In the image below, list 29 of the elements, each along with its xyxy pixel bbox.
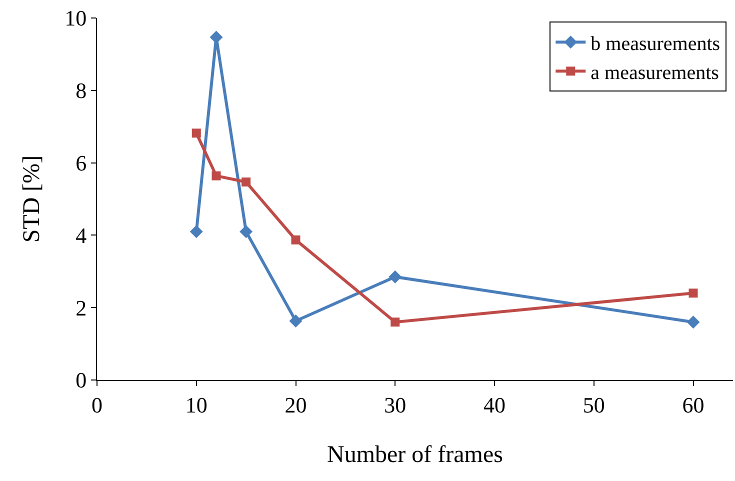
point [210, 30, 223, 44]
point [688, 288, 698, 298]
legend-label: a measurements [590, 62, 720, 84]
x-tick-label: 20 [284, 392, 307, 418]
x-tick-label: 60 [682, 392, 704, 418]
point [289, 314, 302, 328]
point [291, 235, 300, 244]
point [390, 318, 400, 327]
point [190, 225, 203, 238]
y-tick-label: 0 [76, 368, 87, 393]
point [212, 171, 221, 180]
y-tick-label: 6 [76, 150, 87, 176]
x-tick-label: 30 [384, 392, 406, 418]
y-tick-label: 2 [76, 295, 87, 320]
point [240, 225, 253, 238]
legend-label: b measurements [590, 32, 720, 55]
x-tick-label: 0 [92, 392, 102, 418]
point [686, 316, 700, 329]
x-tick-label: 10 [185, 392, 208, 418]
point [388, 270, 402, 284]
x-axis-title: Number of frames [327, 442, 503, 468]
y-axis-title: STD [%] [19, 155, 45, 243]
y-tick-label: 10 [64, 6, 87, 31]
point [192, 128, 201, 138]
y-tick-label: 8 [76, 78, 87, 104]
point [242, 177, 251, 186]
x-tick-label: 40 [484, 392, 506, 418]
x-tick-label: 50 [582, 392, 605, 418]
y-tick-label: 4 [76, 222, 87, 248]
